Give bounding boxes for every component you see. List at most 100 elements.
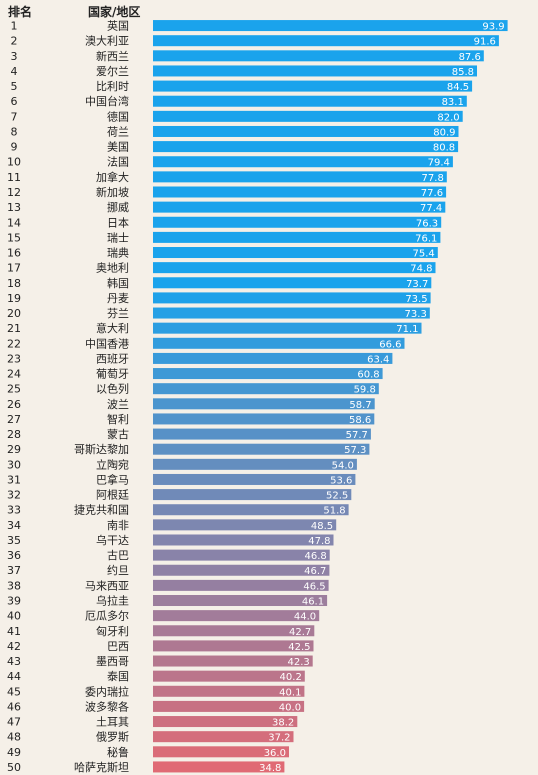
bar <box>153 746 289 758</box>
rank-label: 38 <box>7 579 21 592</box>
rank-label: 47 <box>7 716 21 729</box>
bar <box>153 95 467 107</box>
value-label: 57.7 <box>346 430 368 441</box>
bar <box>153 352 393 364</box>
rank-label: 9 <box>11 141 18 154</box>
value-label: 37.2 <box>268 733 290 744</box>
value-label: 77.8 <box>422 173 444 184</box>
rank-label: 30 <box>7 458 21 471</box>
rank-label: 20 <box>7 307 21 320</box>
category-label: 巴拿马 <box>96 472 129 486</box>
value-label: 76.3 <box>416 218 438 229</box>
category-label: 乌干达 <box>96 533 129 547</box>
category-label: 瑞士 <box>107 230 129 244</box>
value-label: 83.1 <box>442 97 464 108</box>
value-label: 42.7 <box>289 627 311 638</box>
category-label: 德国 <box>107 109 129 123</box>
bar <box>153 579 329 591</box>
bar <box>153 262 436 274</box>
category-label: 匈牙利 <box>96 624 129 638</box>
value-label: 52.5 <box>326 491 348 502</box>
category-label: 立陶宛 <box>96 457 129 471</box>
rank-label: 27 <box>7 413 21 426</box>
value-label: 73.5 <box>405 294 427 305</box>
category-label: 乌拉圭 <box>96 594 129 608</box>
category-label: 英国 <box>107 19 129 33</box>
category-label: 爱尔兰 <box>96 65 129 78</box>
rank-label: 22 <box>7 337 21 350</box>
category-label: 新西兰 <box>96 49 129 63</box>
bar <box>153 443 370 455</box>
category-label: 泰国 <box>107 669 129 683</box>
value-label: 82.0 <box>437 112 459 123</box>
bar <box>153 731 294 743</box>
rank-label: 46 <box>7 700 21 713</box>
bar <box>153 640 314 652</box>
bar <box>153 428 371 440</box>
rank-column-header: 排名 <box>8 5 33 19</box>
rank-label: 34 <box>7 519 21 532</box>
rank-label: 5 <box>11 80 18 93</box>
rank-label: 45 <box>7 685 21 698</box>
bar <box>153 35 499 47</box>
value-label: 71.1 <box>396 324 418 335</box>
bar <box>153 216 442 228</box>
value-label: 87.6 <box>459 52 481 63</box>
bar <box>153 489 352 501</box>
bar <box>153 201 446 213</box>
rank-label: 49 <box>7 746 21 759</box>
bar <box>153 534 334 546</box>
category-label: 厄瓜多尔 <box>85 609 129 623</box>
bar <box>153 549 330 561</box>
bar <box>153 125 459 137</box>
category-label: 挪威 <box>107 200 129 214</box>
rank-label: 16 <box>7 247 21 260</box>
value-label: 36.0 <box>264 748 286 759</box>
category-label: 奥地利 <box>96 261 129 275</box>
category-label: 芬兰 <box>107 307 129 320</box>
category-label: 阿根廷 <box>96 488 129 502</box>
category-label: 俄罗斯 <box>96 731 129 744</box>
rank-label: 44 <box>7 670 21 683</box>
rank-label: 23 <box>7 352 21 365</box>
bar <box>153 595 328 607</box>
category-label: 马来西亚 <box>85 579 129 592</box>
bar <box>153 504 349 516</box>
category-label: 波兰 <box>107 398 129 411</box>
value-label: 34.8 <box>259 763 281 774</box>
category-label: 哈萨克斯坦 <box>74 760 129 774</box>
bar <box>153 277 432 289</box>
bar <box>153 458 357 470</box>
value-label: 60.8 <box>357 370 379 381</box>
bar <box>153 20 508 32</box>
bar <box>153 368 383 380</box>
rank-label: 6 <box>11 95 18 108</box>
value-label: 80.8 <box>433 143 455 154</box>
category-label: 以色列 <box>96 382 129 396</box>
bar <box>153 171 447 183</box>
rank-label: 25 <box>7 383 21 396</box>
value-label: 53.6 <box>330 475 352 486</box>
bar <box>153 761 285 773</box>
value-label: 85.8 <box>452 67 474 78</box>
value-label: 46.1 <box>302 597 324 608</box>
category-label: 智利 <box>107 412 129 426</box>
rank-label: 36 <box>7 549 21 562</box>
rank-label: 7 <box>11 110 18 123</box>
value-label: 47.8 <box>308 536 330 547</box>
rank-label: 32 <box>7 489 21 502</box>
value-label: 46.7 <box>304 566 326 577</box>
bar <box>153 247 438 259</box>
rank-label: 13 <box>7 201 21 214</box>
bar <box>153 700 305 712</box>
value-label: 74.8 <box>410 264 432 275</box>
category-label: 中国台湾 <box>85 94 129 108</box>
value-label: 59.8 <box>354 385 376 396</box>
value-label: 66.6 <box>379 339 401 350</box>
bar <box>153 670 305 682</box>
value-label: 46.5 <box>303 581 325 592</box>
value-label: 46.8 <box>304 551 326 562</box>
category-label: 日本 <box>107 215 129 229</box>
bar <box>153 655 313 667</box>
